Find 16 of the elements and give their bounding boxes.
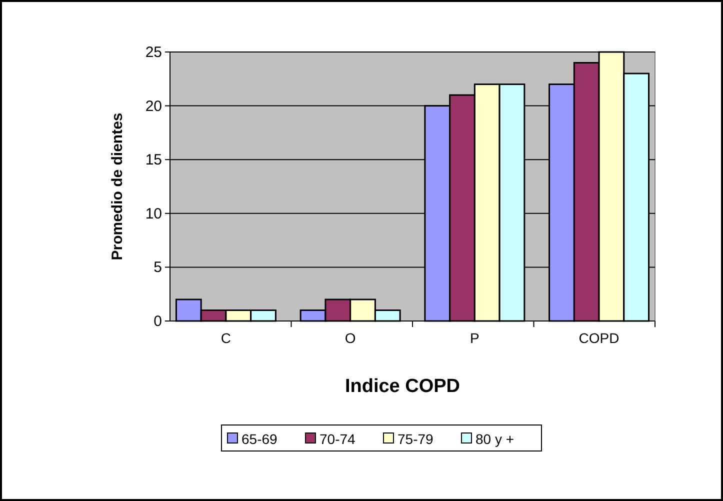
legend-label: 80 y + bbox=[476, 431, 514, 447]
y-tick-label: 5 bbox=[154, 259, 162, 276]
y-axis-title: Promedio de dientes bbox=[109, 112, 126, 260]
y-tick-label: 15 bbox=[145, 152, 162, 169]
legend-label: 75-79 bbox=[398, 431, 434, 447]
x-tick-label: P bbox=[470, 330, 480, 346]
y-tick-label: 20 bbox=[145, 98, 162, 115]
y-tick-label: 25 bbox=[145, 44, 162, 61]
legend-label: 65-69 bbox=[242, 431, 278, 447]
x-tick-label: O bbox=[344, 330, 356, 346]
x-tick-label: COPD bbox=[578, 330, 620, 346]
y-tick-label: 0 bbox=[154, 313, 162, 330]
x-axis-title: Indice COPD bbox=[344, 376, 460, 397]
y-tick-label: 10 bbox=[145, 205, 162, 222]
x-tick-label: C bbox=[220, 330, 232, 346]
legend-label: 70-74 bbox=[320, 431, 356, 447]
